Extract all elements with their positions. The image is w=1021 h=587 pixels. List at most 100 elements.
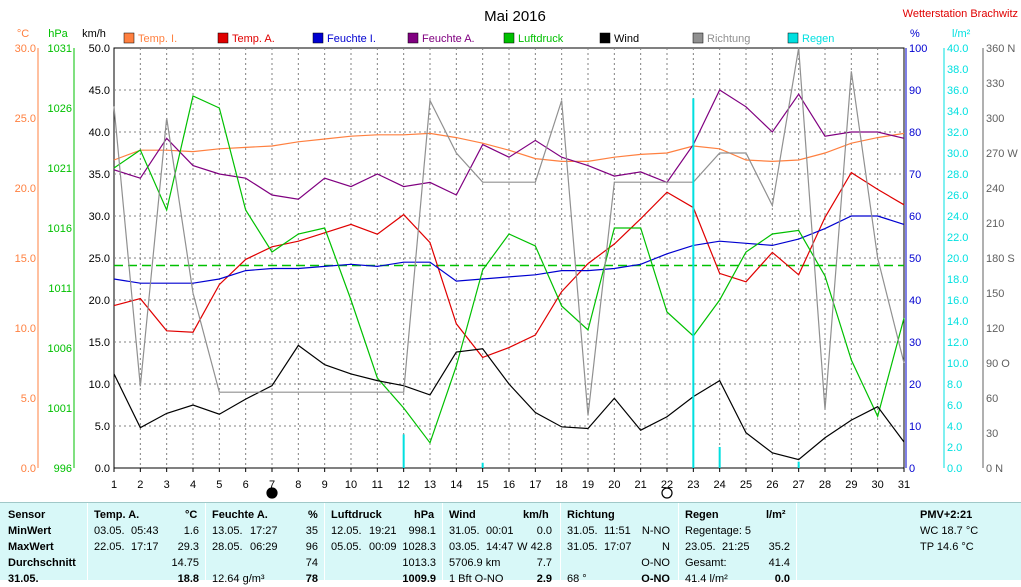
- rain-today-total: 41.4 l/m²: [685, 573, 728, 585]
- pressure-tick-label: 1031: [48, 43, 72, 55]
- column-divider: [205, 503, 206, 580]
- direction-tick-label: 300: [986, 113, 1004, 125]
- temp-today: 18.8: [177, 573, 199, 585]
- x-tick-label: 8: [295, 479, 301, 491]
- x-tick-label: 30: [872, 479, 884, 491]
- rain-tick-label: 38.0: [947, 64, 968, 76]
- temperature-tick-label: 30.0: [15, 43, 36, 55]
- rain-tick-label: 6.0: [947, 400, 962, 412]
- pressure-tick-label: 996: [54, 463, 72, 475]
- dir-today-degrees: 68 °: [567, 573, 587, 585]
- pressure-tick-label: 1006: [48, 343, 72, 355]
- direction-tick-label: 30: [986, 428, 998, 440]
- x-tick-label: 18: [556, 479, 568, 491]
- pressure-tick-label: 1011: [48, 283, 72, 295]
- x-tick-label: 6: [243, 479, 249, 491]
- x-tick-label: 5: [216, 479, 222, 491]
- temperature-tick-label: 25.0: [15, 113, 36, 125]
- temp-min-value: 1.6: [183, 525, 199, 537]
- hum-average: 74: [305, 557, 318, 569]
- x-tick-label: 31: [898, 479, 910, 491]
- direction-tick-label: 180 S: [986, 253, 1015, 265]
- temp-average: 14.75: [171, 557, 199, 569]
- rain-tick-label: 12.0: [947, 337, 968, 349]
- legend-swatch: [123, 32, 135, 44]
- wind-average: 7.7: [536, 557, 552, 569]
- wind-title: Wind: [449, 509, 476, 521]
- dir-min-value: N-NO: [641, 525, 670, 537]
- wind-max-value: W 42.8: [517, 541, 552, 553]
- direction-tick-label: 330: [986, 78, 1004, 90]
- humidity-tick-label: 60: [909, 211, 921, 223]
- dir-max-time: 17:07: [604, 541, 632, 553]
- x-tick-label: 13: [424, 479, 436, 491]
- legend-swatch: [407, 32, 419, 44]
- wind-tick-label: 45.0: [89, 85, 110, 97]
- rain-days: Regentage: 5: [685, 525, 752, 537]
- column-divider: [560, 503, 561, 580]
- direction-tick-label: 240: [986, 183, 1004, 195]
- rain-title: Regen: [685, 509, 719, 521]
- hum-max-date: 28.05.: [212, 541, 243, 553]
- rain-max-time: 21:25: [722, 541, 750, 553]
- row-label-min: MinWert: [8, 525, 52, 537]
- temp-max-date: 22.05.: [94, 541, 125, 553]
- wind-min-date: 31.05.: [449, 525, 480, 537]
- rain-max-date: 23.05.: [685, 541, 716, 553]
- wind-tick-label: 5.0: [95, 421, 110, 433]
- feuchte-i-line: [113, 215, 905, 284]
- hum-min-time: 17:27: [250, 525, 278, 537]
- x-tick-label: 29: [845, 479, 857, 491]
- hum-min-date: 13.05.: [212, 525, 243, 537]
- temp-i-line: [113, 132, 905, 163]
- rain-tick-label: 24.0: [947, 211, 968, 223]
- wind-max-time: 14:47: [486, 541, 514, 553]
- legend-label: Feuchte I.: [327, 33, 376, 45]
- press-unit: hPa: [414, 509, 435, 521]
- legend-label: Richtung: [707, 33, 750, 45]
- x-tick-label: 17: [529, 479, 541, 491]
- wind-tick-label: 35.0: [89, 169, 110, 181]
- hum-today-absolute: 12.64 g/m³: [212, 573, 265, 585]
- humidity-tick-label: 20: [909, 379, 921, 391]
- row-label-average: Durchschnitt: [8, 557, 76, 569]
- temp-unit: °C: [185, 509, 198, 521]
- rain-tick-label: 4.0: [947, 421, 962, 433]
- direction-tick-label: 360 N: [986, 43, 1015, 55]
- wind-tick-label: 30.0: [89, 211, 110, 223]
- grid-layer: [114, 48, 904, 468]
- wind-tick-label: 40.0: [89, 127, 110, 139]
- rain-tick-label: 40.0: [947, 43, 968, 55]
- wind-tick-label: 25.0: [89, 253, 110, 265]
- x-tick-label: 1: [111, 479, 117, 491]
- luftdruck-line: [113, 95, 905, 445]
- press-min-date: 12.05.: [331, 525, 362, 537]
- x-tick-label: 10: [345, 479, 357, 491]
- temp-min-time: 05:43: [131, 525, 159, 537]
- wind-min-value: 0.0: [536, 525, 552, 537]
- legend-label: Wind: [614, 33, 639, 45]
- hum-max-value: 96: [305, 541, 318, 553]
- richtung-line: [113, 47, 905, 416]
- legend-swatch: [599, 32, 611, 44]
- feuchte-a-line: [113, 89, 905, 200]
- temperature-tick-label: 15.0: [15, 253, 36, 265]
- x-tick-label: 20: [608, 479, 620, 491]
- press-average: 1013.3: [402, 557, 436, 569]
- legend-label: Temp. I.: [138, 33, 177, 45]
- humidity-tick-label: 100: [909, 43, 927, 55]
- rain-tick-label: 16.0: [947, 295, 968, 307]
- direction-tick-label: 0 N: [986, 463, 1003, 475]
- dir-average: O-NO: [641, 557, 670, 569]
- hum-unit: %: [308, 509, 318, 521]
- rain-max-value: 35.2: [768, 541, 790, 553]
- rain-total-label: Gesamt:: [685, 557, 727, 569]
- rain-tick-label: 26.0: [947, 190, 968, 202]
- rain-tick-label: 34.0: [947, 106, 968, 118]
- humidity-tick-label: 0: [909, 463, 915, 475]
- wind-tick-label: 0.0: [95, 463, 110, 475]
- rain-tick-label: 28.0: [947, 169, 968, 181]
- x-tick-label: 9: [322, 479, 328, 491]
- x-tick-label: 4: [190, 479, 196, 491]
